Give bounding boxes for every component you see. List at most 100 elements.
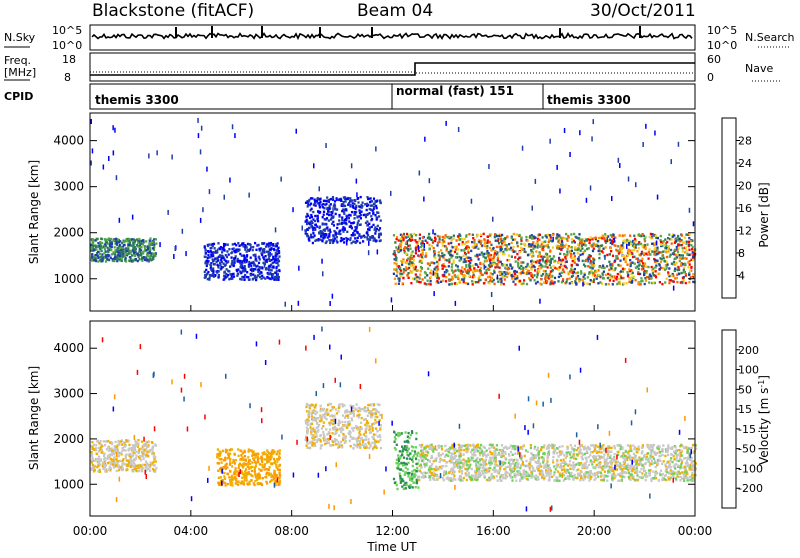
power-point-1997: [662, 267, 664, 269]
power-point-2695: [686, 249, 688, 251]
power-point-3088: [621, 251, 623, 253]
velocity-point-89: [103, 440, 105, 442]
power-point-3411: [559, 189, 561, 194]
velocity-point-376: [132, 444, 134, 446]
power-point-1839: [517, 245, 519, 247]
power-point-722: [213, 275, 215, 277]
power-point-1173: [315, 204, 317, 206]
power-point-3155: [691, 240, 693, 242]
power-point-3291: [459, 239, 461, 241]
power-point-3357: [535, 179, 537, 184]
power-point-3406: [319, 186, 321, 191]
power-point-1312: [360, 223, 362, 225]
velocity-point-325: [108, 449, 110, 451]
velocity-point-1186: [335, 432, 337, 434]
power-point-2881: [597, 240, 599, 242]
power-ylabel: Slant Range [km]: [27, 160, 41, 264]
power-point-2471: [673, 281, 675, 283]
power-point-2807: [603, 237, 605, 239]
power-point-2862: [681, 234, 683, 236]
power-point-3338: [654, 131, 656, 136]
power-point-732: [220, 267, 222, 269]
power-point-2051: [656, 247, 658, 249]
velocity-point-171: [113, 456, 115, 458]
power-point-3017: [519, 280, 521, 282]
power-point-3284: [627, 249, 629, 251]
velocity-point-539: [219, 458, 221, 460]
velocity-point-1257: [314, 410, 316, 412]
velocity-point-1112: [363, 433, 365, 435]
power-point-872: [253, 254, 255, 256]
power-point-512: [228, 248, 230, 250]
power-point-234: [127, 253, 129, 255]
velocity-point-1394: [397, 465, 399, 467]
power-point-3181: [661, 255, 663, 257]
power-point-3263: [440, 249, 442, 251]
power-point-2317: [483, 233, 485, 235]
velocity-point-1264: [356, 409, 358, 411]
power-point-319: [92, 249, 94, 251]
power-point-3336: [645, 124, 647, 129]
power-point-2368: [511, 242, 513, 244]
power-point-1662: [612, 283, 614, 285]
power-point-3051: [562, 259, 564, 261]
power-point-2334: [667, 237, 669, 239]
velocity-point-260: [115, 458, 117, 460]
power-point-1301: [371, 218, 373, 220]
velocity-point-1277: [378, 411, 380, 413]
power-point-823: [243, 254, 245, 256]
power-point-3355: [671, 159, 673, 164]
power-point-1737: [559, 273, 561, 275]
power-point-3167: [492, 259, 494, 261]
power-point-2383: [452, 246, 454, 248]
power-point-2408: [619, 273, 621, 275]
power-point-3309: [419, 171, 421, 176]
power-point-1856: [494, 266, 496, 268]
power-point-868: [268, 265, 270, 267]
power-point-1994: [419, 277, 421, 279]
power-point-1956: [608, 261, 610, 263]
velocity-point-1142: [315, 404, 317, 406]
power-point-1314: [311, 225, 313, 227]
power-point-1176: [336, 240, 338, 242]
power-point-2579: [546, 274, 548, 276]
power-point-1303: [369, 239, 371, 241]
velocity-point-1372: [394, 482, 396, 484]
velocity-point-1448: [407, 472, 409, 474]
power-point-3054: [593, 260, 595, 262]
velocity-point-1413: [415, 432, 417, 434]
power-point-2883: [413, 259, 415, 261]
power-point-2182: [543, 270, 545, 272]
power-point-816: [216, 271, 218, 273]
velocity-point-1086: [312, 442, 314, 444]
velocity-point-723: [254, 456, 256, 458]
power-point-670: [207, 245, 209, 247]
velocity-point-685: [252, 457, 254, 459]
power-point-3299: [298, 301, 300, 306]
power-point-2530: [586, 283, 588, 285]
power-point-863: [252, 261, 254, 263]
power-point-390: [91, 256, 93, 258]
power-point-3145: [415, 241, 417, 243]
velocity-point-352: [149, 470, 151, 472]
velocity-point-1434: [414, 450, 416, 452]
power-point-2570: [560, 265, 562, 267]
power-point-1594: [508, 243, 510, 245]
power-point-594: [231, 256, 233, 258]
power-point-2727: [520, 268, 522, 270]
velocity-point-1185: [355, 425, 357, 427]
power-point-2134: [481, 254, 483, 256]
power-point-3251: [652, 282, 654, 284]
power-point-3271: [630, 263, 632, 265]
velocity-point-1287: [312, 404, 314, 406]
power-point-1475: [491, 277, 493, 279]
power-point-3114: [446, 236, 448, 238]
power-point-373: [152, 244, 154, 246]
power-point-2715: [393, 234, 395, 236]
power-point-3005: [605, 274, 607, 276]
velocity-point-475: [221, 461, 223, 463]
power-point-2251: [685, 282, 687, 284]
velocity-point-1438: [407, 462, 409, 464]
power-point-555: [250, 246, 252, 248]
power-point-735: [258, 256, 260, 258]
